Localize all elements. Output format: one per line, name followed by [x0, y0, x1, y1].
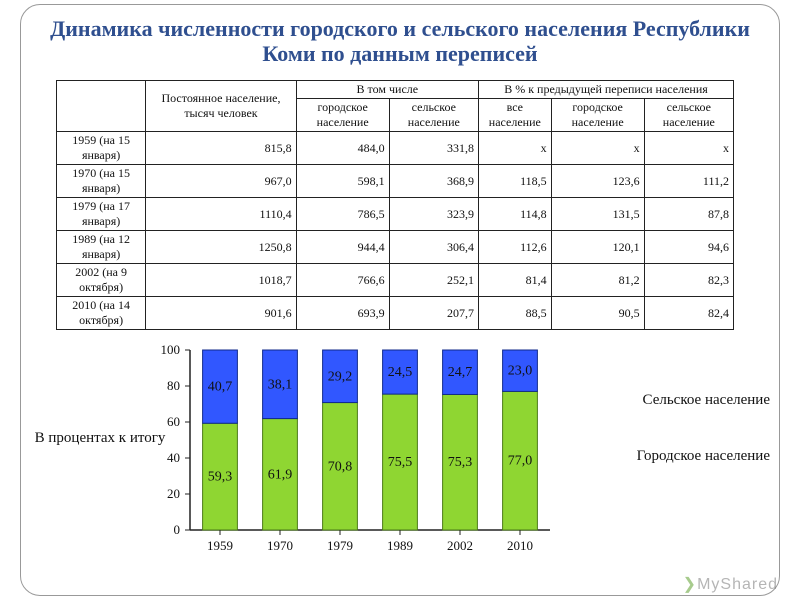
svg-text:75,3: 75,3 — [448, 455, 473, 470]
svg-text:1989: 1989 — [387, 538, 413, 553]
svg-text:40: 40 — [167, 450, 180, 465]
th-urban2: городское население — [551, 99, 644, 132]
table-row: 1959 (на 15 января)815,8484,0331,8ххх — [57, 132, 734, 165]
table-row: 2002 (на 9 октября)1018,7766,6252,181,48… — [57, 264, 734, 297]
th-urban: городское население — [296, 99, 389, 132]
table-row: 1979 (на 17 января)1110,4786,5323,9114,8… — [57, 198, 734, 231]
svg-text:40,7: 40,7 — [208, 380, 233, 395]
population-table: Постоянное население, тысяч человек В то… — [56, 80, 734, 330]
svg-text:77,0: 77,0 — [508, 454, 533, 469]
svg-text:23,0: 23,0 — [508, 364, 533, 379]
th-rural: сельское население — [389, 99, 478, 132]
th-total: Постоянное население, тысяч человек — [146, 81, 296, 132]
svg-text:60: 60 — [167, 414, 180, 429]
th-all: все население — [478, 99, 551, 132]
svg-text:75,5: 75,5 — [388, 455, 413, 470]
svg-text:24,5: 24,5 — [388, 365, 413, 380]
th-including: В том числе — [296, 81, 478, 99]
svg-text:2010: 2010 — [507, 538, 533, 553]
svg-text:61,9: 61,9 — [268, 467, 293, 482]
th-pct-prev: В % к предыдущей переписи населения — [478, 81, 733, 99]
table-row: 1989 (на 12 января)1250,8944,4306,4112,6… — [57, 231, 734, 264]
svg-text:80: 80 — [167, 378, 180, 393]
slide-title: Динамика численности городского и сельск… — [40, 16, 760, 67]
svg-text:1979: 1979 — [327, 538, 353, 553]
svg-text:20: 20 — [167, 486, 180, 501]
svg-text:100: 100 — [161, 342, 181, 357]
svg-text:59,3: 59,3 — [208, 470, 233, 485]
table-row: 1970 (на 15 января)967,0598,1368,9118,51… — [57, 165, 734, 198]
svg-text:2002: 2002 — [447, 538, 473, 553]
svg-text:1970: 1970 — [267, 538, 293, 553]
table-row: 2010 (на 14 октября)901,6693,9207,788,59… — [57, 297, 734, 330]
svg-text:38,1: 38,1 — [268, 377, 293, 392]
svg-text:1959: 1959 — [207, 538, 233, 553]
th-year — [57, 81, 146, 132]
svg-text:24,7: 24,7 — [448, 365, 473, 380]
svg-text:0: 0 — [174, 522, 181, 537]
watermark: ❯MyShared — [683, 574, 778, 594]
th-rural2: сельское население — [644, 99, 733, 132]
svg-text:29,2: 29,2 — [328, 369, 353, 384]
stacked-bar-chart: 0 20 40 60 80 100 59,3 40,7 1959 61,9 38,1 1970 70,8… — [120, 340, 680, 580]
svg-text:70,8: 70,8 — [328, 459, 353, 474]
